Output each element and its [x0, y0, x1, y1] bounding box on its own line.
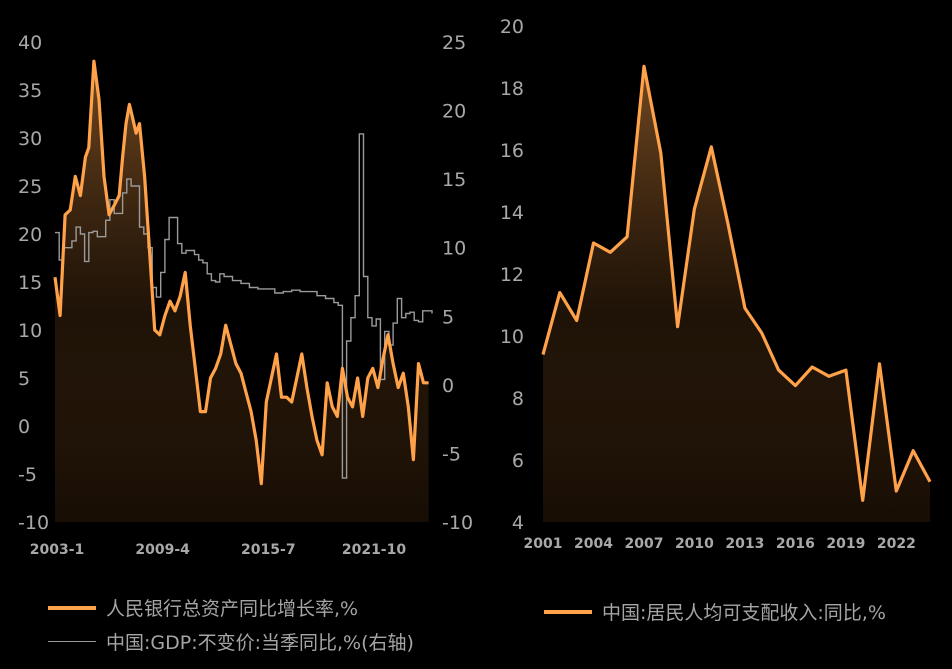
series-line-disposable-income — [541, 64, 932, 502]
right-chart-x-tick: 2010 — [675, 536, 714, 552]
right-chart-x-tick: 2007 — [624, 536, 663, 552]
left-x-tick: 2009-4 — [135, 542, 190, 558]
right-chart-x-tick: 2001 — [524, 536, 563, 552]
legend-label-central-bank-assets: 人民银行总资产同比增长率,% — [106, 598, 359, 620]
right-y-tick: 20 — [442, 101, 466, 123]
right-chart-x-tick: 2013 — [725, 536, 764, 552]
left-y-tick: -10 — [18, 512, 49, 534]
left-x-tick: 2003-1 — [30, 542, 85, 558]
right-y-tick: -5 — [442, 443, 461, 465]
series-line-central-bank-assets — [53, 59, 429, 486]
left-y-tick: 5 — [18, 368, 30, 390]
right-chart-y-tick: 16 — [500, 140, 524, 162]
legend-item-central-bank-assets: 人民银行总资产同比增长率,% — [48, 594, 358, 621]
right-y-tick: 0 — [442, 375, 454, 397]
left-x-tick: 2021-10 — [342, 542, 407, 558]
right-chart-x-tick: 2022 — [877, 536, 916, 552]
right-y-tick: -10 — [442, 512, 473, 534]
left-y-tick: 40 — [18, 32, 42, 54]
right-chart-y-tick: 18 — [500, 78, 524, 100]
right-chart-y-tick: 6 — [512, 450, 524, 472]
left-y-tick: 15 — [18, 272, 42, 294]
right-chart-y-tick: 10 — [500, 326, 524, 348]
left-y-tick: -5 — [18, 464, 37, 486]
legend-item-gdp: 中国:GDP:不变价:当季同比,%(右轴) — [48, 628, 414, 655]
left-y-tick: 30 — [18, 128, 42, 150]
right-chart-x-tick: 2004 — [574, 536, 613, 552]
right-y-tick: 25 — [442, 32, 466, 54]
legend-swatch-orange — [48, 605, 96, 610]
left-y-tick: 0 — [18, 416, 30, 438]
left-y-tick: 25 — [18, 176, 42, 198]
right-y-tick: 15 — [442, 169, 466, 191]
right-chart-x-tick: 2016 — [776, 536, 815, 552]
series-area-central-bank-assets — [55, 61, 429, 522]
left-y-tick: 20 — [18, 224, 42, 246]
left-y-tick: 35 — [18, 80, 42, 102]
legend-swatch-gray — [48, 641, 96, 642]
right-chart-y-tick: 20 — [500, 16, 524, 38]
series-line-gdp — [55, 133, 433, 479]
right-y-tick: 10 — [442, 238, 466, 260]
right-y-tick: 5 — [442, 306, 454, 328]
legend-label-disposable-income: 中国:居民人均可支配收入:同比,% — [602, 602, 886, 624]
right-chart-y-tick: 14 — [500, 202, 524, 224]
left-x-tick: 2015-7 — [241, 542, 296, 558]
legend-item-disposable-income: 中国:居民人均可支配收入:同比,% — [544, 598, 886, 625]
left-y-tick: 10 — [18, 320, 42, 342]
right-chart-x-tick: 2019 — [826, 536, 865, 552]
series-area-disposable-income — [543, 66, 930, 523]
right-chart-y-tick: 12 — [500, 264, 524, 286]
right-chart-y-tick: 8 — [512, 388, 524, 410]
legend-label-gdp: 中国:GDP:不变价:当季同比,%(右轴) — [106, 632, 414, 654]
left-chart: 40 35 30 25 20 15 10 5 0 -5 -10 25 20 15 10 5 0 -5 -10 2003… — [18, 32, 473, 558]
legend-swatch-orange-right — [544, 609, 592, 614]
right-chart-y-tick: 4 — [512, 512, 524, 534]
